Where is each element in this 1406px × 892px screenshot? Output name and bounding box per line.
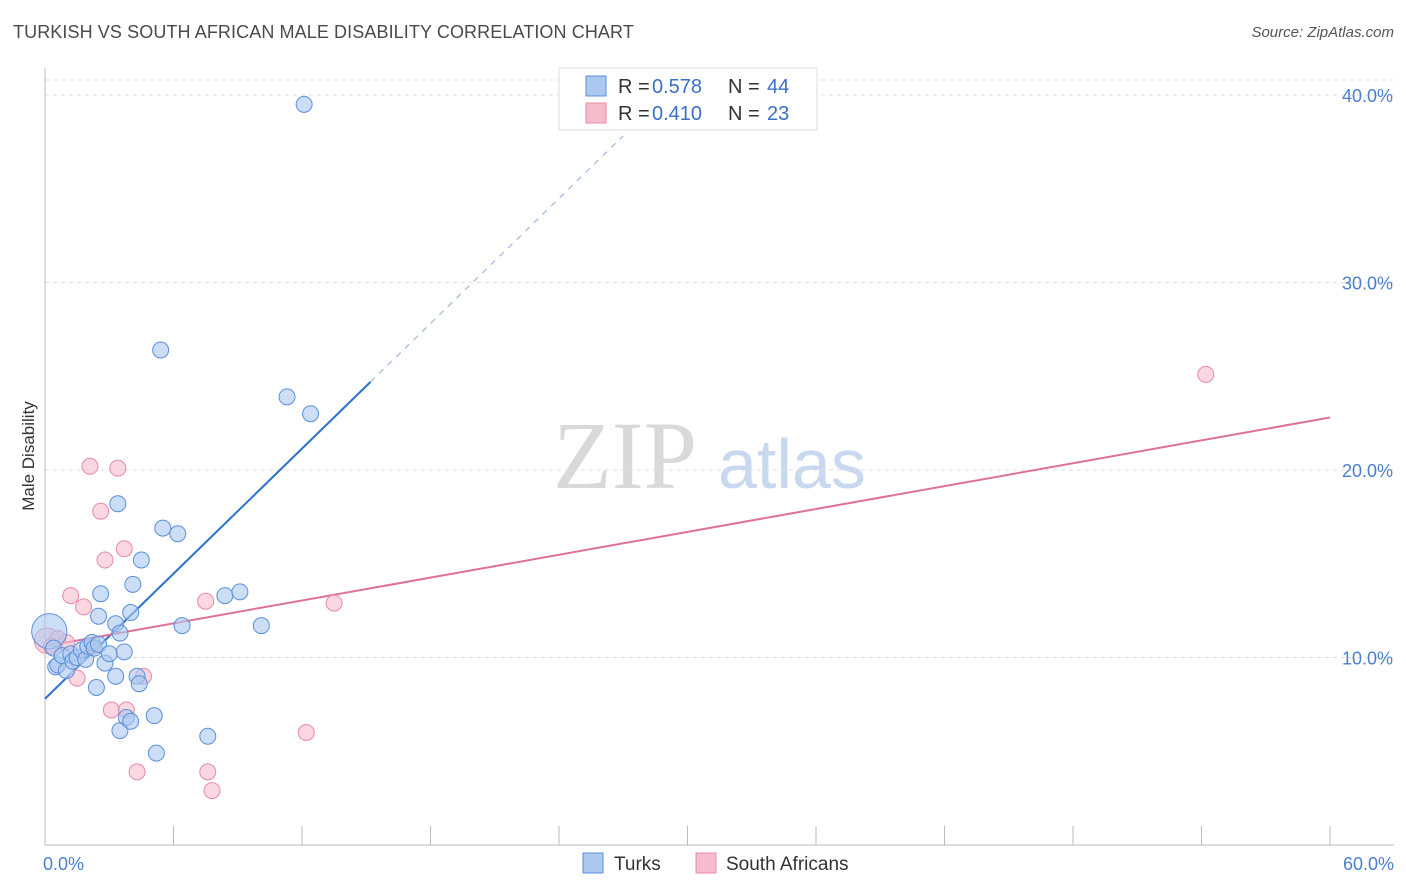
- gridlines: [45, 79, 1394, 658]
- correlation-legend: R = 0.578 N = 44 R = 0.410 N = 23: [558, 67, 818, 131]
- turks-point: [295, 95, 313, 113]
- turks-point: [302, 405, 320, 423]
- y-axis-label: Male Disability: [19, 401, 38, 511]
- legend-r-value-turks: 0.578: [652, 76, 702, 98]
- south-africans-trend-line: [44, 416, 1331, 648]
- bottom-legend-turks: Turks: [614, 854, 661, 875]
- south-africans-point: [128, 763, 146, 781]
- south-africans-point: [203, 782, 221, 800]
- turks-point: [169, 525, 187, 543]
- turks-point: [122, 604, 140, 621]
- turks-point: [154, 519, 172, 537]
- turks-point: [124, 575, 142, 593]
- bottom-legend-swatch-south-africans: [695, 852, 717, 874]
- south-africans-point: [81, 457, 99, 475]
- turks-point: [130, 675, 148, 693]
- turks-point: [173, 617, 191, 635]
- turks-trend-extension: [370, 135, 624, 383]
- series-legend: Turks South Africans: [582, 852, 849, 875]
- x-tick-min: 0.0%: [43, 854, 84, 874]
- turks-point: [111, 624, 129, 642]
- south-africans-point: [297, 724, 315, 741]
- watermark-zip: ZIP: [553, 402, 697, 509]
- south-africans-point: [325, 594, 343, 612]
- turks-point: [199, 727, 217, 745]
- turks-point: [231, 583, 249, 601]
- y-tick-label: 20.0%: [1342, 461, 1393, 481]
- source-credit: Source: ZipAtlas.com: [1251, 24, 1394, 41]
- south-africans-point: [96, 551, 114, 569]
- y-tick-labels: 10.0% 20.0% 30.0% 40.0%: [1342, 86, 1393, 669]
- turks-point: [109, 495, 127, 513]
- legend-n-label-south-africans: N =: [728, 103, 760, 125]
- turks-point: [92, 585, 110, 603]
- turks-point: [278, 388, 296, 406]
- legend-swatch-south-africans: [585, 102, 607, 124]
- turks-point: [122, 712, 140, 730]
- turks-point: [107, 667, 125, 685]
- turks-point: [90, 635, 108, 653]
- south-africans-point: [115, 540, 133, 558]
- legend-r-label-turks: R =: [618, 76, 650, 98]
- south-africans-point: [109, 459, 127, 477]
- turks-point: [147, 744, 165, 762]
- y-tick-label: 30.0%: [1342, 274, 1393, 294]
- turks-point: [216, 587, 234, 605]
- turks-point: [152, 341, 170, 359]
- bottom-legend-south-africans: South Africans: [726, 854, 849, 875]
- y-tick-label: 10.0%: [1342, 649, 1393, 669]
- bottom-legend-swatch-turks: [582, 852, 604, 874]
- turks-point: [132, 551, 150, 569]
- y-tick-label: 40.0%: [1342, 86, 1393, 106]
- south-africans-point: [75, 598, 93, 616]
- chart-title: TURKISH VS SOUTH AFRICAN MALE DISABILITY…: [13, 22, 634, 42]
- south-africans-point: [62, 587, 80, 605]
- turks-points: [31, 95, 320, 762]
- legend-n-value-south-africans: 23: [767, 103, 789, 125]
- watermark-atlas: atlas: [718, 425, 866, 503]
- turks-point: [100, 645, 118, 663]
- legend-r-label-south-africans: R =: [618, 103, 650, 125]
- turks-point: [90, 607, 108, 625]
- turks-point: [115, 643, 133, 661]
- x-tick-max: 60.0%: [1343, 854, 1394, 874]
- south-africans-point: [199, 763, 217, 781]
- south-africans-point: [197, 592, 215, 610]
- turks-point: [145, 707, 163, 725]
- turks-point: [252, 617, 270, 635]
- south-africans-point: [92, 502, 110, 520]
- legend-swatch-turks: [585, 75, 607, 97]
- south-africans-point: [1197, 365, 1215, 383]
- axes: [44, 68, 1394, 846]
- legend-n-value-turks: 44: [767, 76, 789, 98]
- legend-n-label-turks: N =: [728, 76, 760, 98]
- legend-r-value-south-africans: 0.410: [652, 103, 702, 125]
- south-africans-point: [102, 701, 120, 719]
- turks-point: [87, 679, 105, 696]
